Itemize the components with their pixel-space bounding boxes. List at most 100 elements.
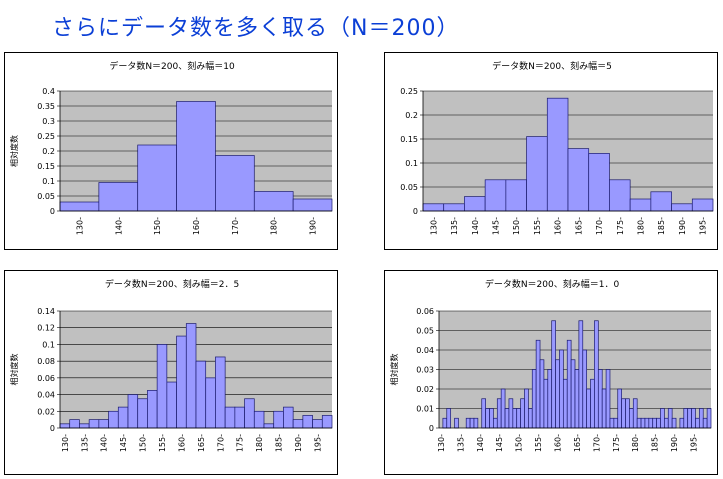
x-tick-label: 145-: [495, 434, 504, 452]
y-tick-label: 0.06: [416, 307, 434, 316]
bar: [504, 408, 510, 429]
bar: [547, 369, 553, 429]
chart-title: データ数N＝200、刻み幅＝2．5: [105, 278, 239, 290]
bar: [176, 101, 216, 212]
y-tick-label: 0.04: [37, 391, 55, 400]
bar: [79, 423, 90, 429]
bar: [667, 408, 673, 429]
x-tick-label: 175-: [236, 434, 245, 452]
bar: [526, 136, 548, 212]
bar: [224, 406, 236, 429]
bar: [176, 335, 187, 429]
chart-bin-1-0: データ数N＝200、刻み幅＝1．0 相対度数 0 0.01 0.02 0.03 0.04 0.…: [389, 278, 712, 452]
chart-panel-bin-2-5: データ数N＝200、刻み幅＝2．5 相対度数 0 0.02 0.04 0.06 0.08 0.…: [4, 270, 338, 475]
x-tick-label: 140-: [100, 434, 109, 452]
x-tick-label: 150-: [139, 434, 148, 452]
bar: [570, 359, 576, 429]
bar: [253, 410, 265, 429]
bar: [520, 398, 525, 429]
chart-title: データ数N＝200、刻み幅＝10: [109, 60, 235, 72]
chart-bin-10: データ数N＝200、刻み幅＝10 相対度数 0 0.05 0.1 0.15 0.2 0.25 0…: [9, 60, 333, 235]
bar: [505, 179, 527, 212]
chart-title: データ数N＝200、刻み幅＝1．0: [485, 278, 620, 290]
bar: [613, 417, 619, 429]
bar: [263, 423, 275, 429]
x-tick-label: 175-: [616, 217, 625, 235]
bar: [321, 415, 333, 429]
x-tick-label: 130-: [437, 434, 446, 452]
bar: [687, 408, 692, 429]
x-tick-label: 170-: [592, 434, 601, 452]
x-tick-label: 185-: [275, 434, 284, 452]
y-tick-label: 0.02: [416, 385, 434, 394]
bar: [493, 417, 498, 429]
y-tick-label: 0: [50, 207, 55, 216]
y-tick-label: 0.05: [416, 327, 434, 336]
bar: [652, 417, 657, 429]
y-axis-label: 相対度数: [9, 135, 19, 167]
bar: [489, 408, 494, 429]
x-tick-label: 160-: [177, 434, 186, 452]
bar: [469, 417, 475, 429]
bar: [195, 360, 207, 429]
y-tick-label: 0.1: [42, 340, 55, 349]
x-tick-label: 160-: [554, 217, 563, 235]
bar: [443, 203, 465, 212]
bar: [578, 320, 584, 429]
bar: [137, 144, 177, 212]
chart-title: データ数N＝200、刻み幅＝5: [492, 60, 612, 72]
bar: [543, 378, 549, 429]
bar: [601, 388, 607, 429]
bar: [648, 417, 654, 429]
x-tick-label: 180-: [255, 434, 264, 452]
bar: [644, 417, 650, 429]
bar: [117, 406, 129, 429]
x-tick-label: 160-: [554, 434, 563, 452]
bar: [137, 398, 148, 429]
y-tick-label: 0.15: [400, 135, 418, 144]
y-tick-label: 0.25: [37, 132, 55, 141]
bar: [671, 417, 677, 429]
x-tick-label: 185-: [657, 217, 666, 235]
bar: [691, 408, 696, 429]
bar: [446, 408, 452, 429]
bar: [215, 155, 255, 212]
bar: [590, 378, 595, 429]
chart-bin-2-5: データ数N＝200、刻み幅＝2．5 相対度数 0 0.02 0.04 0.06 0.08 0.…: [9, 278, 333, 452]
bar: [528, 408, 533, 429]
x-tick-label: 145-: [492, 217, 501, 235]
page-title: さらにデータ数を多く取る（N＝200）: [52, 16, 460, 41]
x-tick-label: 190-: [678, 217, 687, 235]
bar: [292, 198, 333, 212]
bar: [567, 148, 590, 212]
x-tick-label: 170-: [595, 217, 604, 235]
x-tick-label: 140-: [476, 434, 485, 452]
chart-panel-bin-10: データ数N＝200、刻み幅＝10 相対度数 0 0.05 0.1 0.15 0.2 0.25 0…: [4, 52, 338, 250]
y-tick-label: 0.4: [42, 87, 55, 96]
y-tick-label: 0.35: [37, 102, 55, 111]
x-tick-label: 185-: [651, 434, 660, 452]
bar: [484, 179, 507, 212]
y-tick-label: 0.2: [42, 147, 55, 156]
bar: [59, 423, 71, 429]
bar: [524, 388, 529, 429]
chart-panel-bin-5: データ数N＝200、刻み幅＝5 0 0.05 0.1 0.15 0.2 0.25 130- 13…: [384, 52, 718, 250]
bar: [244, 398, 255, 429]
y-tick-label: 0.2: [405, 111, 418, 120]
x-tick-label: 170-: [216, 434, 225, 452]
bar: [636, 417, 642, 429]
bar: [508, 398, 514, 429]
x-tick-label: 180-: [270, 217, 279, 235]
x-tick-label: 190-: [309, 217, 318, 235]
bar: [566, 339, 572, 429]
bar: [559, 349, 564, 429]
x-tick-label: 130-: [61, 434, 70, 452]
y-tick-label: 0.04: [416, 346, 434, 355]
y-tick-label: 0.1: [405, 159, 418, 168]
x-tick-label: 150-: [512, 217, 521, 235]
bar: [273, 410, 284, 429]
bar: [629, 408, 634, 429]
bar: [234, 406, 245, 429]
bar: [108, 410, 119, 429]
y-tick-label: 0.05: [37, 192, 55, 201]
